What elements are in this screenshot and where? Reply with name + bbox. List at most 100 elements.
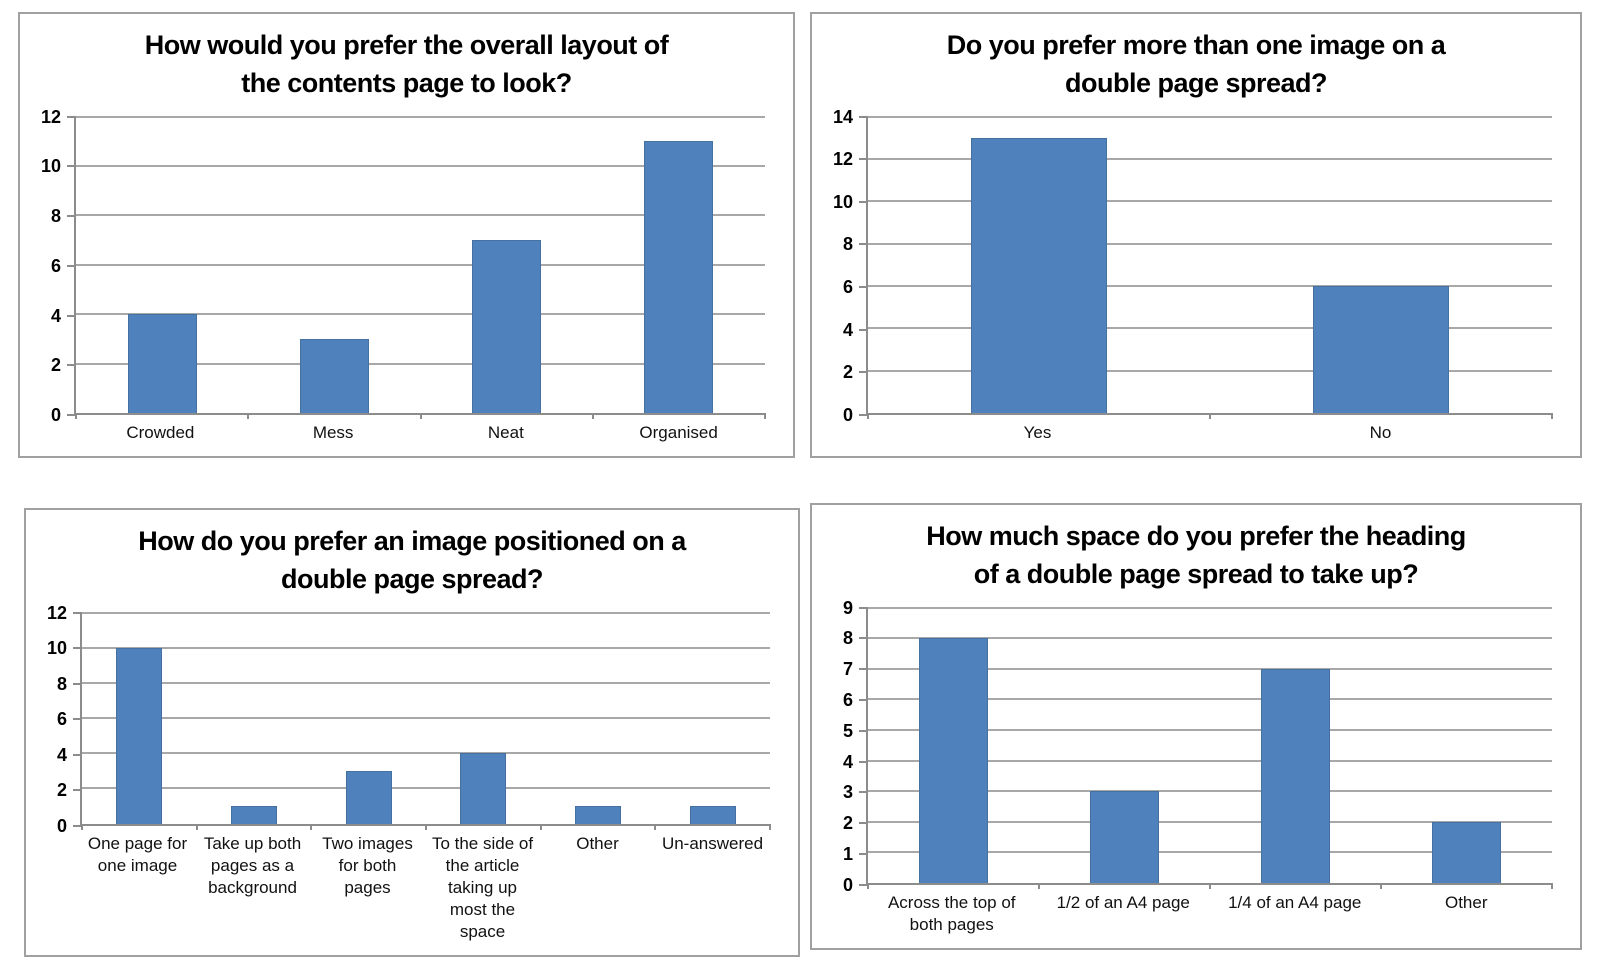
chart-panel-4: How much space do you prefer the heading… xyxy=(810,503,1582,950)
x-tick-mark xyxy=(425,823,427,830)
gridline xyxy=(868,284,1552,287)
bar-2 xyxy=(231,805,277,824)
x-axis-labels: Across the top of both pages 1/2 of an A4… xyxy=(866,885,1552,936)
chart-title-line: of a double page spread to take up? xyxy=(973,559,1419,590)
chart-title-line: the contents page to look? xyxy=(241,68,572,99)
y-tick-label: 6 xyxy=(56,709,67,730)
x-category-label: One page for one image xyxy=(87,833,188,875)
y-tick-label: 9 xyxy=(842,597,853,618)
y-tick-mark xyxy=(73,753,82,756)
y-tick-mark xyxy=(67,314,76,317)
x-category-label: Crowded xyxy=(126,422,195,442)
y-tick-label: 0 xyxy=(842,404,853,425)
y-tick-mark xyxy=(73,611,82,614)
x-tick-mark xyxy=(1551,882,1553,889)
y-tick-label: 14 xyxy=(832,106,853,127)
x-tick-mark xyxy=(764,412,766,419)
y-tick-label: 6 xyxy=(50,255,61,276)
y-tick-mark xyxy=(67,215,76,218)
y-axis-labels: 0 2 4 6 8 10 12 xyxy=(30,107,76,425)
chart-title-line: How would you prefer the overall layout … xyxy=(144,30,669,60)
y-tick-label: 0 xyxy=(842,874,853,895)
y-tick-mark xyxy=(73,789,82,792)
bar-3 xyxy=(345,770,392,824)
y-tick-label: 1 xyxy=(842,844,853,865)
gridline xyxy=(868,820,1552,823)
x-category-label: Two images for both pages xyxy=(322,833,413,897)
y-tick-label: 4 xyxy=(842,319,853,340)
y-axis-labels: 0 2 4 6 8 10 12 14 xyxy=(822,107,868,425)
gridline xyxy=(82,611,770,614)
x-category-label: Other xyxy=(576,833,619,853)
y-tick-label: 6 xyxy=(842,277,853,298)
y-tick-label: 8 xyxy=(842,628,853,649)
chart-body: 0 2 4 6 8 10 12 14 Yes No xyxy=(812,107,1580,456)
y-tick-label: 4 xyxy=(56,744,67,765)
plot-area xyxy=(866,115,1553,419)
chart-title: How do you prefer an image positioned on… xyxy=(34,522,790,599)
x-tick-mark xyxy=(591,412,594,419)
gridline xyxy=(82,681,770,684)
y-tick-mark xyxy=(859,371,868,374)
y-tick-mark xyxy=(859,606,868,609)
y-tick-mark xyxy=(67,413,76,416)
chart-panel-3: How do you prefer an image positioned on… xyxy=(24,508,800,957)
gridline xyxy=(76,115,765,118)
y-tick-label: 12 xyxy=(40,106,61,127)
y-tick-label: 8 xyxy=(50,206,61,227)
gridline xyxy=(868,115,1552,118)
y-tick-label: 5 xyxy=(842,720,853,741)
y-tick-mark xyxy=(859,853,868,856)
y-tick-label: 8 xyxy=(56,673,67,694)
y-axis-labels: 0 2 4 6 8 10 12 xyxy=(36,603,82,836)
x-category-label: No xyxy=(1369,422,1392,442)
gridline xyxy=(868,157,1552,160)
y-tick-label: 12 xyxy=(46,602,67,623)
y-tick-mark xyxy=(859,286,868,289)
x-tick-mark xyxy=(867,882,869,889)
y-tick-label: 10 xyxy=(832,191,853,212)
gridline xyxy=(868,759,1552,762)
y-tick-mark xyxy=(73,647,82,650)
y-tick-mark xyxy=(67,264,76,267)
plot-row: 0 1 2 3 4 5 6 7 8 9 xyxy=(822,598,1553,895)
gridline xyxy=(868,790,1552,793)
y-tick-label: 4 xyxy=(50,305,61,326)
x-category-label: Neat xyxy=(487,422,524,442)
plot-row: 0 2 4 6 8 10 12 xyxy=(36,603,771,836)
chart-title-line: How much space do you prefer the heading xyxy=(926,521,1466,551)
y-tick-label: 4 xyxy=(842,751,853,772)
y-tick-label: 2 xyxy=(50,355,61,376)
y-tick-label: 0 xyxy=(50,404,61,425)
chart-body: 0 2 4 6 8 10 12 Crowded Mess Neat Organised xyxy=(20,107,793,456)
y-tick-label: 6 xyxy=(842,690,853,711)
y-tick-mark xyxy=(859,158,868,161)
bar-4 xyxy=(1432,821,1501,883)
x-tick-mark xyxy=(195,823,198,830)
plot-area xyxy=(74,115,766,419)
gridline xyxy=(868,327,1552,330)
plot-row: 0 2 4 6 8 10 12 14 xyxy=(822,107,1553,425)
bar-4 xyxy=(460,753,507,824)
y-tick-mark xyxy=(859,413,868,416)
y-tick-mark xyxy=(859,243,868,246)
bar-4 xyxy=(644,141,714,413)
x-tick-mark xyxy=(867,412,869,419)
gridline xyxy=(82,646,770,649)
gridline xyxy=(868,851,1552,854)
y-tick-mark xyxy=(859,883,868,886)
x-tick-mark xyxy=(539,823,542,830)
gridline xyxy=(868,242,1552,245)
bar-2 xyxy=(299,338,369,413)
y-tick-label: 7 xyxy=(842,659,853,680)
x-category-label: Organised xyxy=(639,422,718,442)
x-category-label: Other xyxy=(1444,892,1488,912)
gridline xyxy=(76,362,765,365)
gridline xyxy=(868,369,1552,372)
y-tick-mark xyxy=(859,328,868,331)
y-tick-mark xyxy=(73,682,82,685)
y-tick-label: 12 xyxy=(832,149,853,170)
y-tick-mark xyxy=(859,699,868,702)
x-tick-mark xyxy=(1551,412,1553,419)
